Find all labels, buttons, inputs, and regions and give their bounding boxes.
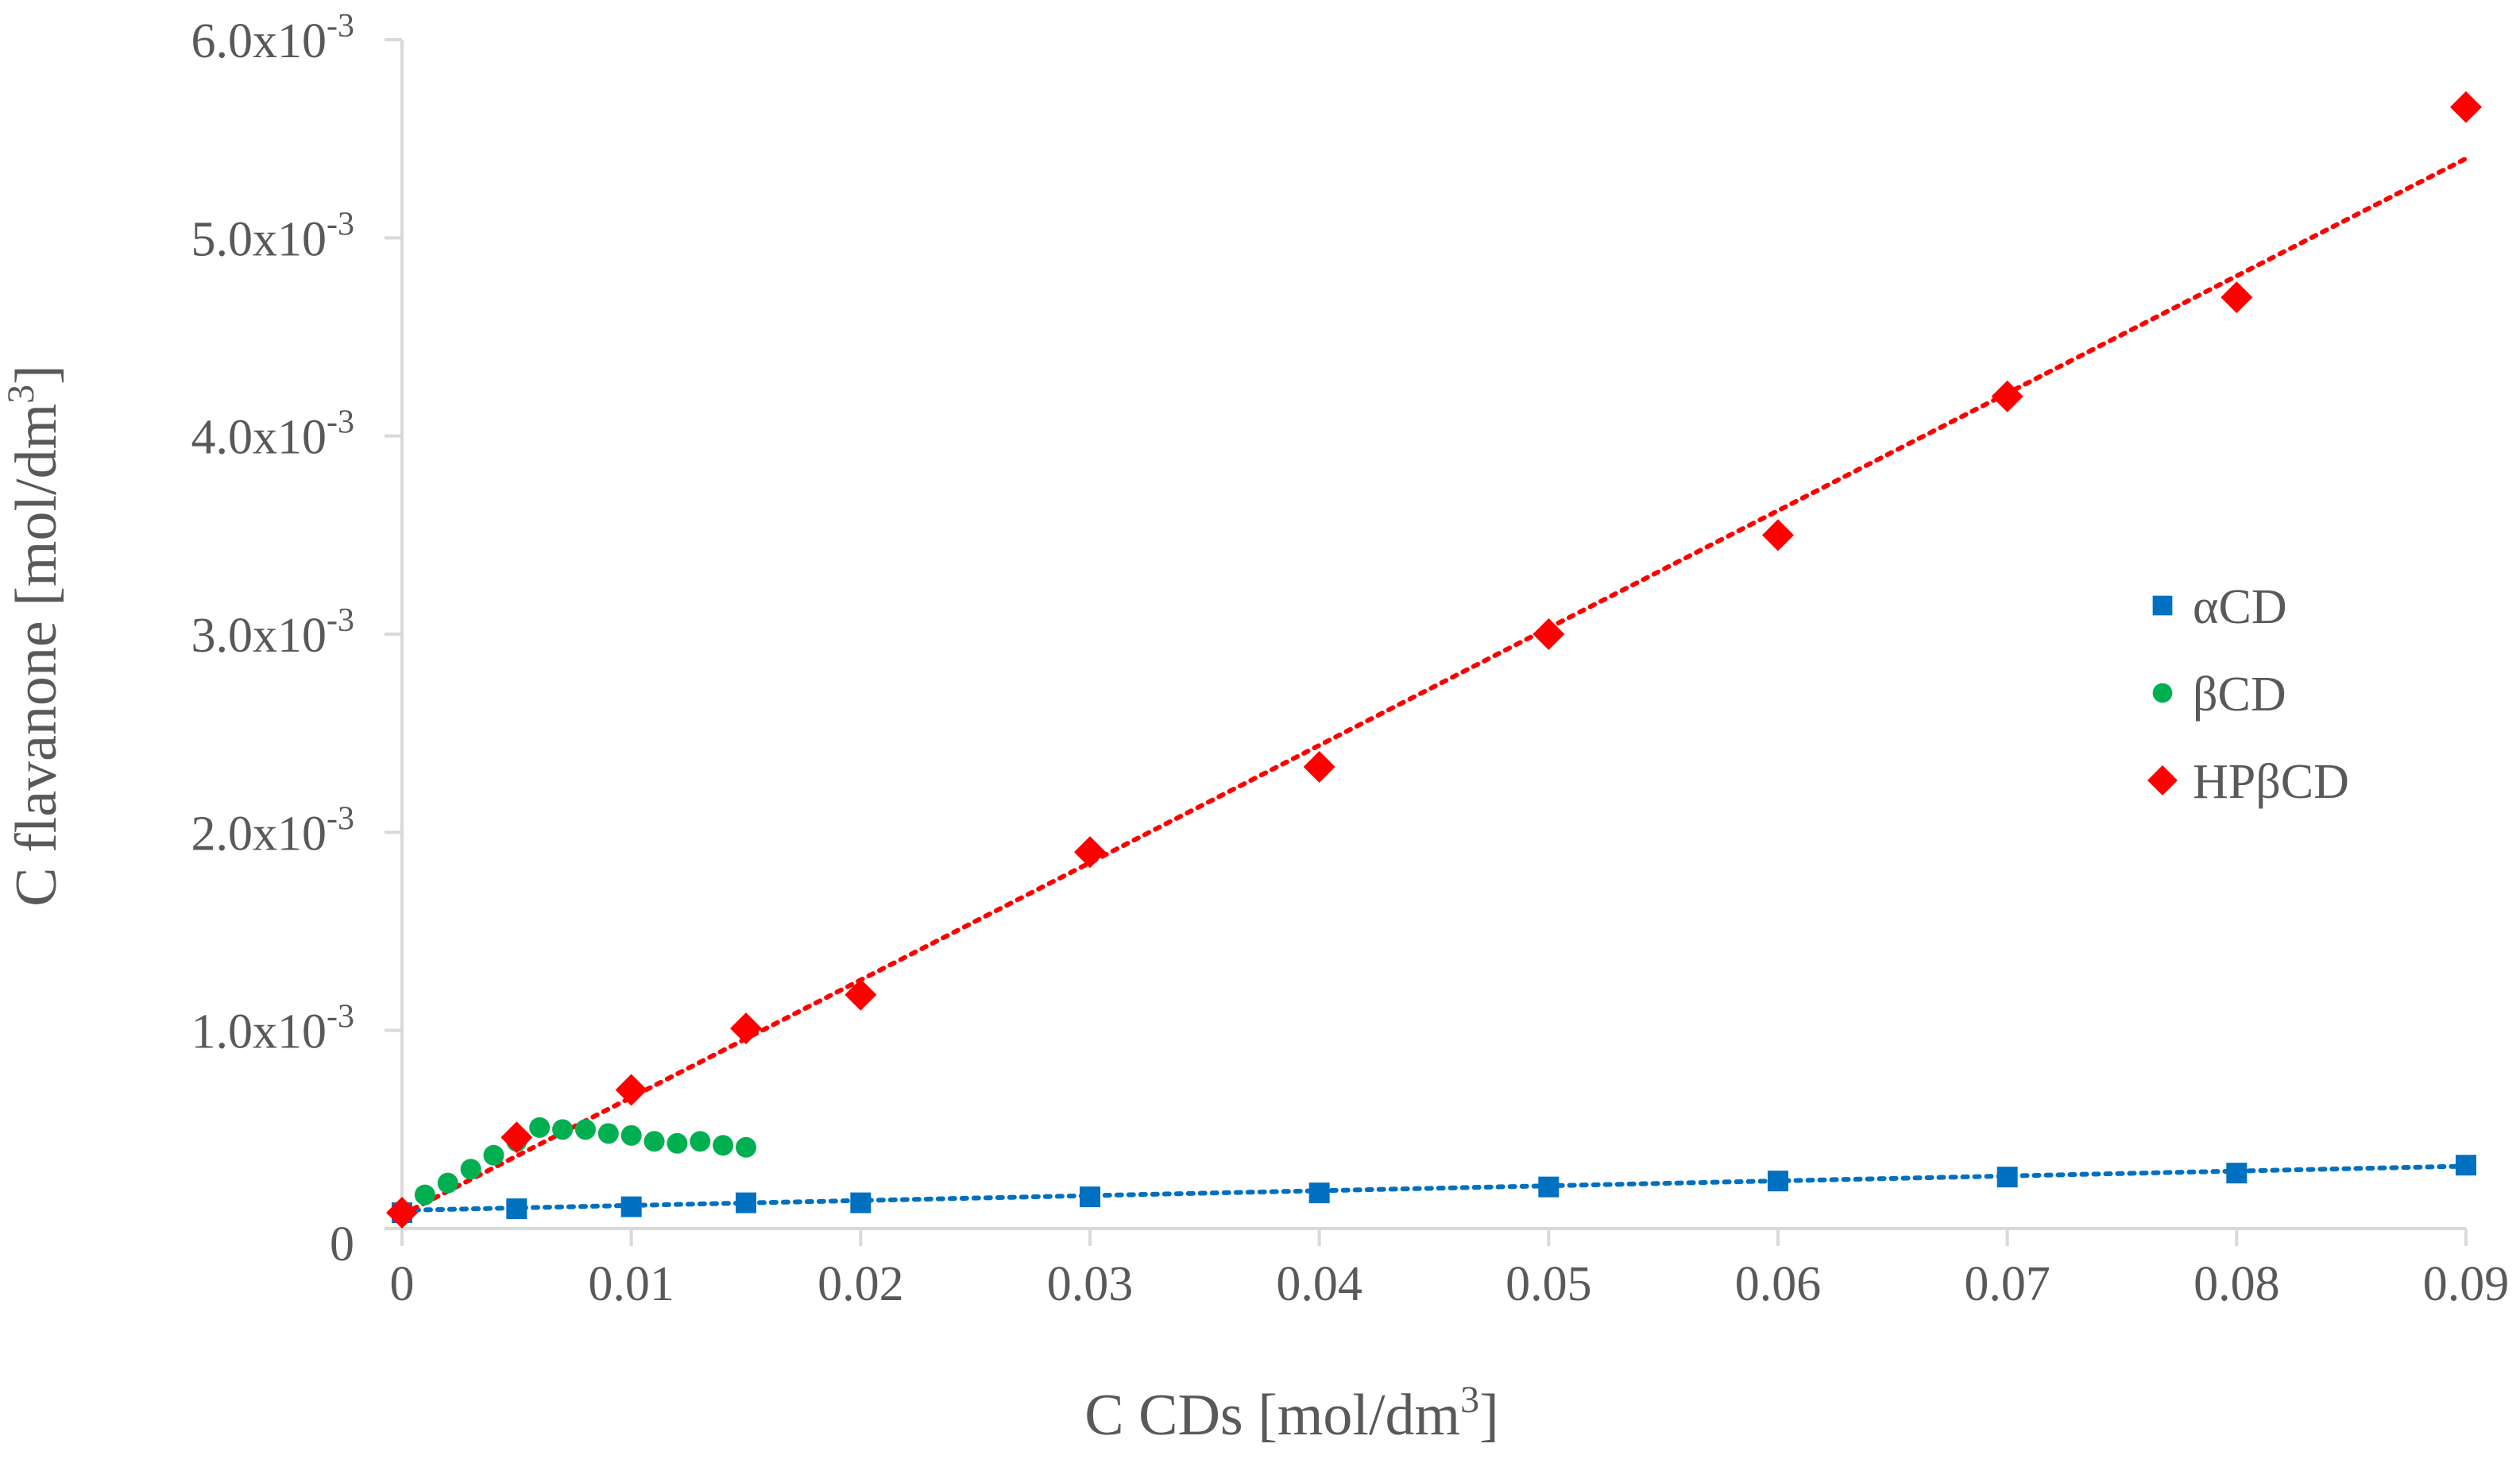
data-point: [529, 1117, 551, 1138]
data-point: [574, 1119, 596, 1140]
x-axis-title: C CDs [mol/dm3]: [1084, 1379, 1499, 1448]
x-tick-labels: 0 0.01 0.02 0.03 0.04 0.05 0.06 0.07 0.08 0.09: [390, 1257, 2510, 1311]
x-tick-label: 0.05: [1505, 1257, 1592, 1311]
data-point: [1080, 1186, 1100, 1208]
x-tick-label: 0.03: [1047, 1257, 1134, 1311]
y-tick-exponent: -3: [327, 404, 354, 441]
legend: αCD βCD HPβCD: [2147, 580, 2349, 809]
x-tick-label: 0.01: [588, 1257, 674, 1311]
y-tick-mantissa: 3.0x10: [191, 609, 327, 663]
x-tick-label: 0.09: [2423, 1257, 2510, 1311]
data-point: [736, 1192, 756, 1213]
y-tick-marks: [385, 38, 402, 1230]
data-point: [1996, 1167, 2018, 1188]
data-point: [552, 1119, 574, 1140]
data-point: [730, 1012, 762, 1045]
y-tick-label: 1.0x10-3: [191, 999, 355, 1059]
y-tick-label: 0: [330, 1217, 354, 1271]
data-point: [1768, 1171, 1788, 1192]
x-tick-label: 0.02: [817, 1257, 904, 1311]
series-1-points: [392, 1117, 756, 1224]
y-tick-labels: 01.0x10-32.0x10-33.0x10-34.0x10-35.0x10-…: [191, 8, 355, 1271]
data-point: [597, 1123, 619, 1144]
y-tick-label: 5.0x10-3: [191, 206, 355, 266]
data-point: [2450, 91, 2482, 123]
data-point: [2456, 1155, 2476, 1176]
x-tick-label: 0.06: [1735, 1257, 1822, 1311]
data-point: [1303, 751, 1335, 784]
data-point: [1762, 519, 1794, 552]
y-tick-label: 4.0x10-3: [191, 404, 355, 465]
y-tick-mantissa: 1.0x10: [191, 1005, 327, 1059]
y-tick-label: 2.0x10-3: [191, 800, 355, 861]
y-tick-exponent: -3: [327, 999, 354, 1035]
data-point: [437, 1172, 458, 1194]
y-tick-exponent: -3: [327, 206, 354, 242]
legend-label: αCD: [2193, 580, 2287, 634]
data-point: [845, 978, 877, 1011]
data-point: [2220, 281, 2253, 314]
data-point: [667, 1132, 688, 1154]
y-tick-mantissa: 2.0x10: [191, 807, 327, 861]
y-tick-mantissa: 4.0x10: [191, 411, 327, 465]
legend-label: HPβCD: [2193, 755, 2349, 809]
data-point: [460, 1159, 481, 1180]
y-tick-exponent: -3: [327, 602, 354, 639]
data-point: [506, 1198, 528, 1220]
data-point: [690, 1131, 711, 1152]
data-point: [1991, 380, 2023, 412]
x-tick-label: 0: [390, 1257, 415, 1311]
series-2-points: [386, 91, 2482, 1229]
y-tick-mantissa: 6.0x10: [191, 14, 327, 68]
y-tick-mantissa: 0: [330, 1217, 354, 1271]
plot-area: [385, 38, 2482, 1246]
y-tick-label: 3.0x10-3: [191, 602, 355, 663]
y-tick-exponent: -3: [327, 800, 354, 837]
legend-marker: [2152, 595, 2173, 616]
data-point: [1074, 836, 1106, 869]
y-tick-exponent: -3: [327, 8, 354, 45]
x-tick-label: 0.04: [1276, 1257, 1362, 1311]
data-point: [1308, 1182, 1330, 1204]
x-tick-label: 0.07: [1964, 1257, 2050, 1311]
data-point: [414, 1184, 435, 1206]
y-axis-title: C flavanone [mol/dm3]: [0, 365, 69, 907]
data-point: [615, 1074, 647, 1106]
legend-label: βCD: [2193, 668, 2286, 722]
data-point: [1532, 618, 1565, 650]
data-markers: [386, 91, 2482, 1229]
data-point: [2226, 1163, 2248, 1184]
data-point: [483, 1144, 504, 1166]
data-point: [713, 1135, 734, 1156]
data-point: [501, 1121, 533, 1154]
y-tick-label: 6.0x10-3: [191, 8, 355, 68]
data-point: [386, 1197, 418, 1229]
data-point: [620, 1196, 642, 1217]
x-tick-label: 0.08: [2193, 1257, 2280, 1311]
data-point: [644, 1131, 665, 1152]
data-point: [736, 1136, 756, 1158]
legend-marker: [2147, 765, 2178, 795]
data-point: [620, 1124, 642, 1146]
y-tick-mantissa: 5.0x10: [191, 212, 327, 266]
data-point: [850, 1192, 872, 1213]
x-tick-marks: [400, 1229, 2468, 1246]
legend-marker: [2152, 683, 2173, 703]
data-point: [1538, 1176, 1560, 1198]
